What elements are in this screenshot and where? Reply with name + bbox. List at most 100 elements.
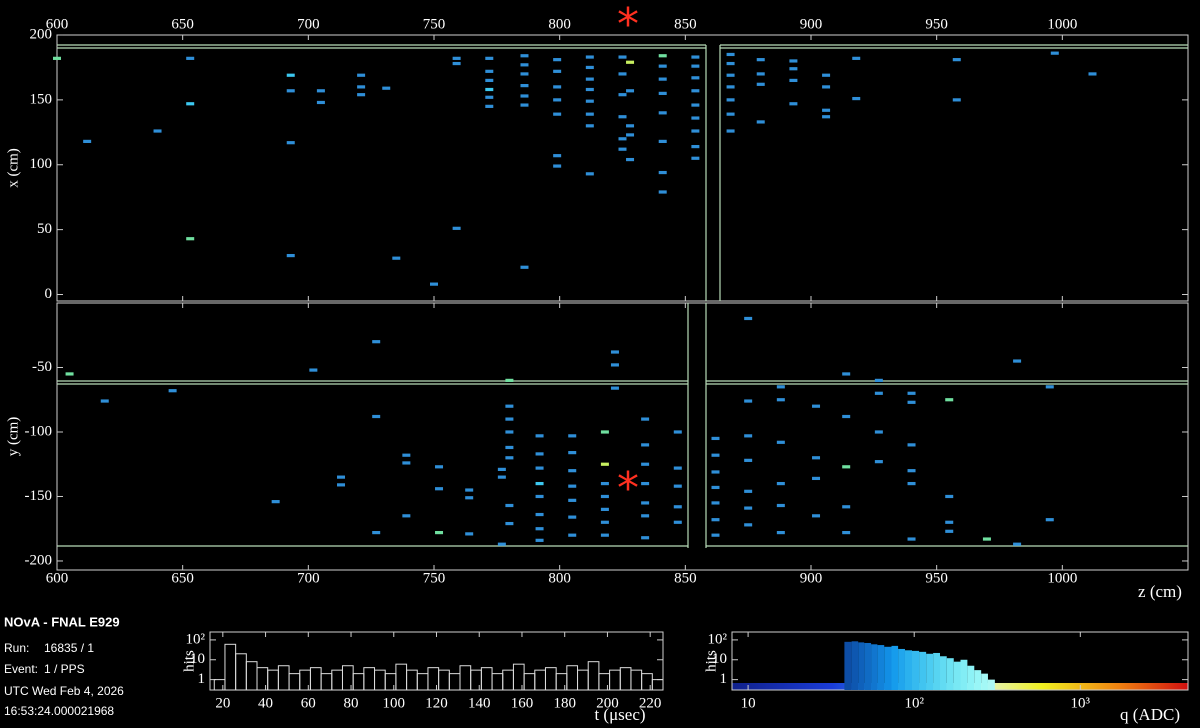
- hit: [874, 378, 883, 382]
- hit: [952, 98, 961, 102]
- hit: [186, 102, 195, 106]
- hit: [485, 87, 494, 92]
- hit: [673, 466, 682, 470]
- x-tick-label: 140: [468, 695, 491, 711]
- hit: [658, 77, 667, 81]
- date: UTC Wed Feb 4, 2026: [4, 684, 124, 698]
- hit: [505, 404, 514, 408]
- y-tick-label: 10: [712, 651, 727, 667]
- hit: [505, 521, 514, 526]
- y-axis-label: hits: [703, 650, 719, 672]
- x-tick-label: 700: [297, 16, 320, 32]
- histogram-bar: [641, 673, 653, 691]
- x-tick-label: 20: [215, 695, 230, 711]
- y-tick-label: 10²: [708, 631, 728, 647]
- hit: [658, 111, 667, 115]
- x-tick-label: 950: [925, 570, 948, 586]
- hit: [485, 104, 494, 108]
- hit: [168, 389, 177, 393]
- hit: [485, 95, 494, 99]
- hit: [497, 467, 506, 471]
- hit: [600, 494, 609, 499]
- hit: [382, 86, 391, 90]
- histogram-bar: [512, 663, 525, 691]
- histogram-bar: [480, 667, 493, 691]
- hit: [618, 115, 627, 119]
- hit: [711, 501, 720, 505]
- histogram-bar: [224, 643, 237, 691]
- hit: [505, 445, 514, 450]
- hit: [505, 456, 514, 460]
- hit: [812, 456, 821, 460]
- hit: [618, 55, 627, 59]
- x-axis-label: q (ADC): [1120, 705, 1180, 724]
- hit: [452, 226, 461, 230]
- histogram-bar: [946, 658, 954, 690]
- histogram-bar: [320, 673, 333, 691]
- hit: [553, 58, 562, 62]
- hit: [153, 129, 162, 133]
- hit: [812, 514, 821, 518]
- hit: [585, 99, 594, 103]
- histogram-bar: [448, 673, 461, 691]
- histogram-bar: [884, 646, 892, 690]
- hit: [982, 537, 991, 541]
- hit: [711, 485, 720, 490]
- hit: [430, 282, 438, 286]
- histogram-bar: [933, 652, 941, 690]
- hit: [372, 340, 381, 344]
- hit: [465, 488, 474, 492]
- hit: [1050, 51, 1059, 55]
- hit: [673, 484, 682, 488]
- hit: [452, 61, 461, 66]
- hit: [610, 350, 619, 354]
- hit: [907, 481, 916, 486]
- experiment: NOvA - FNAL E929: [4, 614, 120, 629]
- hit: [711, 518, 720, 522]
- x-tick-label: 10: [741, 695, 756, 711]
- hit: [711, 436, 720, 441]
- event: 1 / PPS: [44, 662, 85, 676]
- y-tick-label: 100: [30, 156, 53, 172]
- hit: [618, 137, 627, 141]
- y-tick-label: -150: [25, 488, 53, 504]
- hit: [618, 93, 627, 97]
- y-tick-label: -50: [32, 359, 52, 375]
- hit: [641, 417, 650, 421]
- hit: [618, 72, 627, 76]
- hit: [271, 500, 280, 504]
- hit: [822, 108, 831, 112]
- hit: [907, 400, 916, 404]
- histogram-bar: [844, 641, 852, 690]
- xz-frame: [56, 34, 1189, 302]
- hit: [535, 452, 544, 456]
- hit: [726, 98, 735, 102]
- hit: [658, 54, 667, 58]
- hit: [776, 503, 785, 508]
- hit: [822, 115, 831, 119]
- hit: [673, 520, 682, 524]
- hit: [600, 507, 609, 511]
- hit: [568, 498, 577, 502]
- x-tick-label: 10²: [904, 695, 924, 711]
- histogram-bar: [598, 673, 611, 691]
- hit: [641, 501, 650, 505]
- histogram-bar: [331, 669, 343, 691]
- hit: [874, 460, 883, 464]
- hit: [520, 103, 529, 107]
- hit: [822, 73, 831, 77]
- hit: [309, 368, 318, 372]
- histogram-bar: [555, 673, 568, 691]
- hit: [83, 139, 92, 143]
- hit: [641, 481, 650, 486]
- hit: [610, 386, 619, 390]
- hit: [691, 64, 700, 68]
- histogram-bar: [871, 644, 878, 690]
- y-tick-label: 1: [720, 671, 728, 687]
- hit: [553, 98, 562, 102]
- hit: [1045, 385, 1054, 389]
- y-tick-label: 10: [190, 651, 205, 667]
- x-tick-label: 10³: [1071, 695, 1091, 711]
- hit: [357, 85, 366, 89]
- hit: [658, 91, 667, 95]
